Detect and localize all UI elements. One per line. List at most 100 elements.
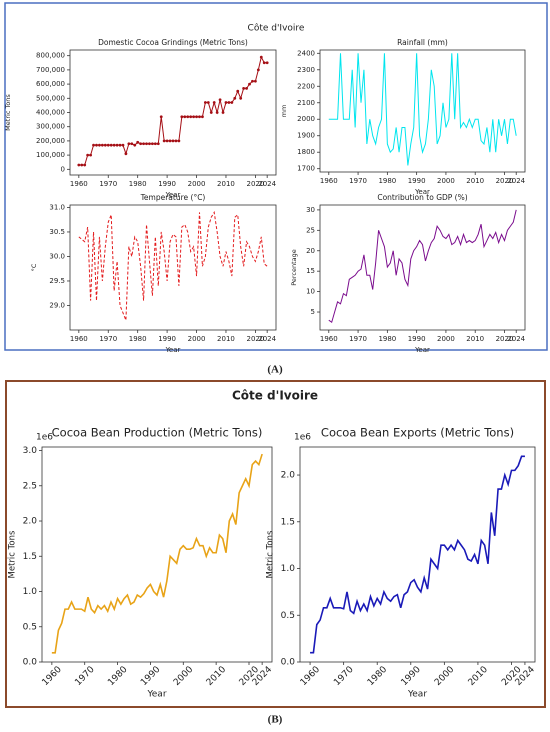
chart-title: Cocoa Bean Production (Metric Tons) [52, 426, 263, 440]
y-tick-label: 2300 [297, 66, 315, 74]
x-tick-label: 2000 [437, 177, 455, 185]
point [92, 143, 95, 147]
panel-label: (A) [267, 364, 283, 376]
x-tick-label: 1990 [158, 335, 176, 343]
point [259, 55, 263, 59]
y-tick-label: 30.0 [49, 252, 65, 260]
point [139, 142, 143, 146]
y-tick-label: 31.0 [49, 203, 65, 211]
x-tick-label: 2020 [496, 177, 514, 185]
point [162, 139, 166, 143]
y-axis-label: Metric Tons [4, 94, 12, 131]
point [183, 115, 187, 119]
y-tick-label: 200,000 [36, 137, 65, 145]
y-tick-label: 0.0 [23, 658, 38, 668]
point [109, 143, 113, 147]
y-axis-label: °C [30, 263, 38, 271]
y-tick-label: 2.0 [281, 471, 296, 481]
y-tick-label: 1.0 [281, 564, 296, 574]
x-axis-label: Year [414, 188, 430, 196]
point [159, 115, 163, 119]
plot-frame [41, 446, 273, 663]
y-tick-label: 1900 [297, 132, 315, 140]
panel-b-frame [5, 380, 546, 708]
x-axis-label: Year [414, 346, 430, 354]
point [180, 115, 184, 119]
point [148, 142, 151, 146]
series-line [328, 53, 517, 166]
point [265, 61, 269, 65]
point [256, 68, 260, 72]
y-tick-label: 25 [306, 226, 315, 234]
plot-frame [299, 446, 536, 663]
series-line [328, 209, 517, 324]
point [224, 101, 228, 104]
point [254, 79, 257, 83]
plot-frame [319, 204, 526, 331]
y-axis-label: Percentage [290, 249, 298, 286]
point [130, 142, 134, 146]
point [98, 143, 101, 147]
y-tick-label: 2100 [297, 99, 315, 107]
y-tick-label: 15 [306, 267, 315, 275]
y-tick-label: 20 [306, 247, 315, 255]
point [106, 143, 110, 147]
chart-title: Domestic Cocoa Grindings (Metric Tons) [98, 38, 248, 47]
x-tick-label: 1990 [408, 335, 426, 343]
point [192, 115, 196, 119]
point [151, 142, 154, 146]
x-tick-label: 2024 [258, 180, 276, 188]
point [186, 115, 190, 119]
point [100, 143, 104, 147]
y-tick-label: 0.0 [281, 658, 296, 668]
point [239, 96, 243, 100]
point [133, 143, 137, 147]
x-tick-label: 2000 [188, 180, 206, 188]
y-tick-label: 1.0 [23, 587, 38, 597]
y-tick-label: 29.5 [49, 277, 65, 285]
point [142, 142, 145, 146]
y-tick-label: 30.5 [49, 228, 65, 236]
x-tick-label: 2000 [188, 335, 206, 343]
point [127, 142, 131, 146]
y-axis-label: mm [280, 105, 288, 118]
point [218, 98, 222, 102]
x-tick-label: 1970 [349, 335, 367, 343]
chart-title: Temperature (°C) [140, 193, 206, 202]
x-tick-label: 1990 [158, 180, 176, 188]
y-tick-label: 600,000 [36, 80, 65, 88]
offset-label: 1e6 [294, 433, 311, 443]
y-tick-label: 300,000 [36, 123, 65, 131]
plot-frame [69, 204, 277, 331]
point [165, 139, 169, 143]
x-tick-label: 1970 [99, 180, 117, 188]
point [242, 86, 246, 90]
panel-title: Côte d'Ivoire [248, 23, 305, 34]
series-line [51, 453, 263, 654]
x-tick-label: 2010 [217, 335, 235, 343]
x-tick-label: 1980 [378, 335, 396, 343]
y-tick-label: 2.0 [23, 517, 38, 527]
x-tick-label: 2020 [246, 335, 264, 343]
x-axis-label: Year [165, 346, 181, 354]
y-tick-label: 1.5 [281, 517, 295, 527]
point [112, 143, 116, 147]
x-tick-label: 2000 [437, 335, 455, 343]
point [189, 115, 193, 119]
y-tick-label: 1.5 [23, 552, 37, 562]
y-tick-label: 3.0 [23, 446, 38, 456]
point [168, 139, 172, 143]
x-tick-label: 2020 [496, 335, 514, 343]
y-tick-label: 2400 [297, 49, 315, 57]
x-tick-label: 1960 [70, 335, 88, 343]
x-axis-label: Year [407, 690, 427, 700]
x-tick-label: 1990 [408, 177, 426, 185]
y-tick-label: 0.5 [281, 611, 295, 621]
x-tick-label: 2024 [258, 335, 276, 343]
point [136, 140, 140, 144]
point [86, 153, 90, 157]
x-tick-label: 1980 [129, 335, 147, 343]
point [251, 79, 254, 83]
x-tick-label: 2010 [466, 335, 484, 343]
panel-label: (B) [268, 714, 283, 726]
